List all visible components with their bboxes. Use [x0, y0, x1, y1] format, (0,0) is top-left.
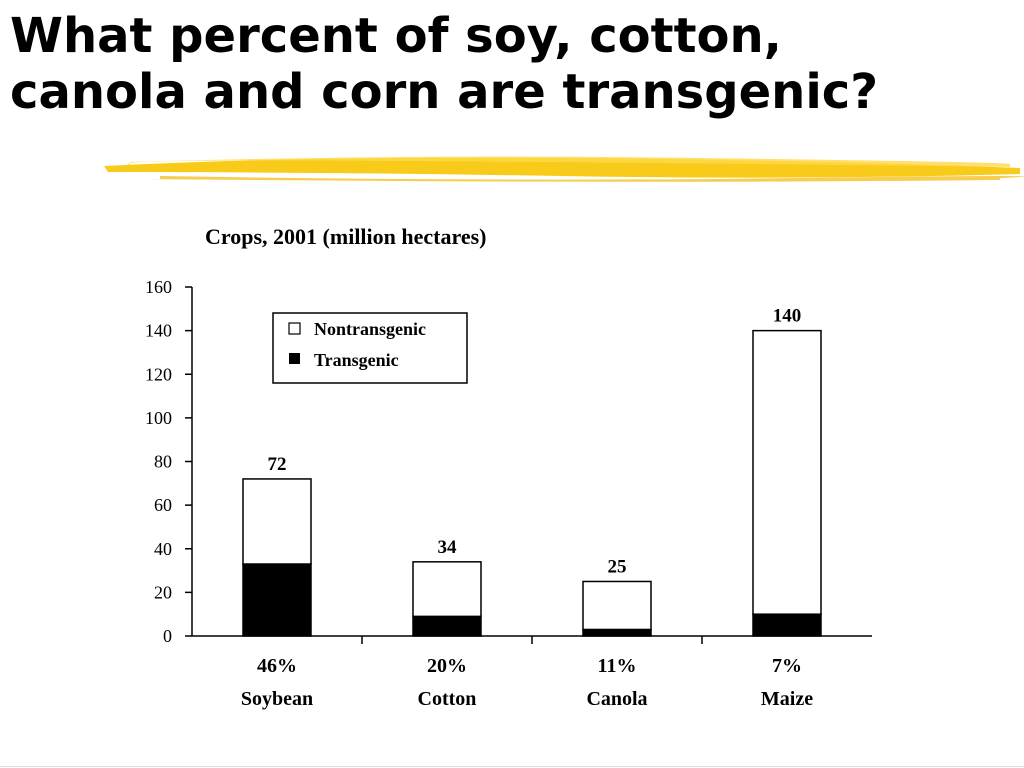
bar-cotton-transgenic — [412, 615, 482, 637]
y-tick-label: 140 — [145, 321, 172, 341]
bar-total-label: 72 — [268, 454, 287, 475]
highlighter-stroke-tail — [150, 176, 1024, 182]
slide-title: What percent of soy, cotton, canola and … — [10, 8, 1020, 120]
legend-swatch-nontransgenic — [288, 322, 301, 335]
category-percent-label: 11% — [598, 655, 637, 677]
bar-maize-nontransgenic — [752, 329, 822, 615]
category-percent-label: 20% — [427, 655, 467, 677]
category-percent-label: 46% — [257, 655, 297, 677]
y-tick-label: 20 — [154, 582, 172, 602]
slide-title-line-1: What percent of soy, cotton, — [10, 8, 782, 64]
highlighter-stroke-secondary — [127, 156, 1010, 167]
bar-cotton-nontransgenic — [412, 561, 482, 618]
x-category-label: Cotton — [418, 688, 477, 710]
legend-label-nontransgenic: Nontransgenic — [314, 319, 426, 339]
bar-canola-nontransgenic — [582, 580, 652, 631]
y-tick-label: 160 — [145, 277, 172, 297]
x-category-label: Canola — [586, 688, 647, 710]
y-tick-label: 80 — [154, 452, 172, 472]
y-tick-label: 100 — [145, 408, 172, 428]
legend-label-transgenic: Transgenic — [314, 350, 399, 370]
bar-soybean-nontransgenic — [242, 478, 312, 565]
legend: Nontransgenic Transgenic — [272, 312, 468, 384]
y-tick-label: 0 — [163, 626, 172, 646]
category-percent-label: 7% — [772, 655, 802, 677]
x-axis: 46% Soybean 20% Cotton 11% Canola 7% Maize — [192, 635, 872, 710]
bar-total-label: 34 — [438, 537, 458, 558]
bar-canola-transgenic — [582, 628, 652, 637]
y-axis: 0 20 40 60 80 100 120 140 160 — [145, 277, 193, 646]
bar-maize-transgenic — [752, 613, 822, 637]
legend-box — [272, 312, 468, 384]
bar-total-label: 140 — [773, 306, 802, 327]
chart-title: Crops, 2001 (million hectares) — [205, 224, 487, 249]
legend-swatch-transgenic — [289, 353, 300, 364]
bar-soybean-transgenic — [242, 563, 312, 637]
x-category-label: Soybean — [241, 688, 313, 710]
slide-title-line-2: canola and corn are transgenic? — [10, 64, 879, 120]
bar-total-label: 25 — [608, 556, 627, 577]
bars — [242, 329, 822, 637]
footer-divider — [0, 766, 1024, 767]
data-labels: 72 34 25 140 — [268, 306, 802, 578]
y-tick-label: 40 — [154, 539, 172, 559]
highlighter-underline — [104, 156, 1024, 182]
y-tick-label: 60 — [154, 495, 172, 515]
x-category-label: Maize — [761, 688, 813, 710]
y-tick-label: 120 — [145, 364, 172, 384]
